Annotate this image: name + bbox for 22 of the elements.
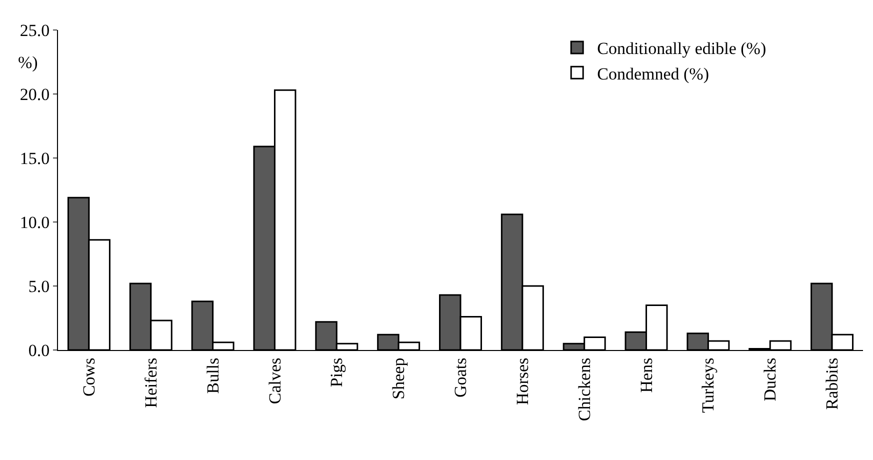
x-tick-label: Turkeys (698, 358, 718, 413)
x-tick-label: Chickens (574, 358, 594, 422)
y-axis-title: %) (18, 53, 38, 72)
x-tick-label: Heifers (141, 358, 160, 408)
y-tick-label: 15.0 (20, 148, 50, 168)
x-tick-label: Cows (79, 358, 98, 397)
x-tick-label: Goats (451, 358, 470, 398)
x-tick-label: Horses (512, 358, 532, 406)
y-tick-label: 20.0 (20, 84, 50, 104)
x-tick-label: Pigs (327, 358, 346, 388)
y-tick-label: 5.0 (28, 276, 50, 296)
legend-label: Condemned (%) (597, 64, 709, 84)
x-tick-label: Bulls (203, 358, 222, 394)
y-tick-label: 10.0 (20, 212, 50, 232)
x-tick-label: Sheep (389, 358, 408, 400)
legend-label: Conditionally edible (%) (597, 39, 766, 58)
x-tick-label: Ducks (760, 358, 780, 402)
y-tick-label: 25.0 (20, 20, 50, 40)
x-tick-label: Hens (636, 358, 656, 393)
x-tick-label: Calves (265, 358, 284, 404)
y-tick-label: 0.0 (28, 340, 50, 360)
x-tick-label: Rabbits (822, 358, 842, 410)
